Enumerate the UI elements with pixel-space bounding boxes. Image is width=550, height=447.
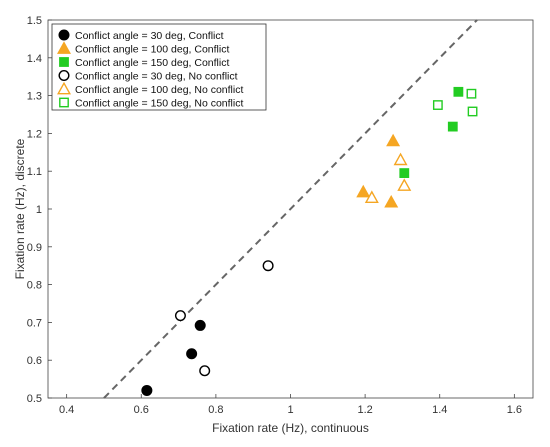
- series-2: [399, 86, 464, 178]
- data-point: [194, 319, 206, 331]
- y-tick-label: 1: [36, 204, 42, 216]
- legend: Conflict angle = 30 deg, ConflictConflic…: [51, 23, 267, 111]
- y-tick-label: 0.5: [27, 393, 42, 405]
- legend-box: [51, 23, 267, 111]
- series-3: [174, 260, 274, 377]
- data-point: [467, 106, 478, 117]
- data-point: [447, 121, 458, 132]
- data-point: [262, 260, 274, 272]
- legend-marker: [57, 81, 71, 95]
- legend-entry: Conflict angle = 100 deg, Conflict: [75, 43, 229, 55]
- x-tick-label: 0.8: [208, 404, 223, 416]
- legend-entry: Conflict angle = 150 deg, Conflict: [75, 57, 229, 69]
- reference-line-segment: [103, 19, 478, 399]
- data-point: [356, 184, 371, 198]
- series-0: [141, 319, 206, 396]
- data-point: [453, 86, 464, 97]
- reference-line: [103, 19, 478, 399]
- y-tick-label: 1.5: [27, 15, 42, 27]
- data-point: [397, 178, 412, 191]
- legend-marker: [58, 29, 70, 41]
- series-5: [432, 88, 478, 117]
- x-axis-label: Fixation rate (Hz), continuous: [212, 421, 369, 435]
- x-tick-label: 1.4: [432, 404, 447, 416]
- legend-marker: [58, 69, 70, 81]
- data-point: [141, 384, 153, 396]
- data-point: [364, 190, 379, 204]
- data-point: [174, 310, 186, 322]
- data-points: [141, 86, 478, 396]
- ticks: 0.4 0.6 0.8 1 1.2 1.4 1.6 0.5 0.6 0.7 0.8 0.9 1 1.1 1.…: [27, 15, 522, 416]
- data-point: [186, 348, 198, 360]
- x-tick-label: 1.2: [357, 404, 372, 416]
- legend-entry: Conflict angle = 30 deg, Conflict: [75, 30, 224, 42]
- y-tick-label: 0.9: [27, 242, 42, 254]
- data-point: [399, 168, 410, 178]
- y-tick-label: 0.6: [27, 355, 42, 367]
- data-point: [432, 100, 443, 110]
- x-tick-label: 1: [287, 404, 293, 416]
- y-tick-label: 1.4: [27, 53, 42, 65]
- data-point: [466, 88, 477, 99]
- y-axis-label: Fixation rate (Hz), discrete: [13, 138, 27, 279]
- legend-marker: [57, 41, 71, 54]
- data-point: [393, 152, 408, 166]
- data-point: [384, 194, 399, 208]
- legend-marker: [59, 57, 69, 67]
- data-point: [386, 133, 401, 147]
- x-tick-label: 1.6: [507, 404, 522, 416]
- y-tick-label: 0.8: [27, 280, 42, 292]
- x-tick-label: 0.4: [59, 404, 74, 416]
- y-tick-label: 1.1: [27, 166, 42, 178]
- legend-entry: Conflict angle = 30 deg, No conflict: [75, 70, 238, 82]
- legend-marker: [59, 97, 69, 108]
- series-4: [364, 152, 412, 204]
- series-1: [356, 133, 401, 208]
- y-tick-label: 1.2: [27, 128, 42, 140]
- y-tick-label: 0.7: [27, 317, 42, 329]
- legend-entry: Conflict angle = 150 deg, No conflict: [75, 97, 243, 109]
- x-tick-label: 0.6: [134, 404, 149, 416]
- legend-entry: Conflict angle = 100 deg, No conflict: [75, 84, 243, 96]
- data-point: [199, 365, 211, 377]
- y-tick-label: 1.3: [27, 91, 42, 103]
